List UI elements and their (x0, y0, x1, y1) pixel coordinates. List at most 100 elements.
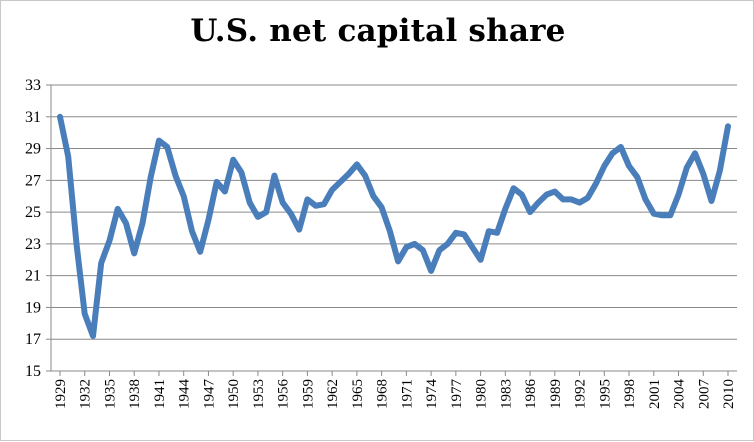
data-point (240, 171, 243, 174)
x-tick-label: 1938 (127, 379, 143, 409)
data-point (504, 207, 507, 210)
data-point (67, 155, 70, 158)
x-tick-label: 1947 (201, 379, 217, 410)
y-tick-label: 21 (25, 268, 41, 285)
y-tick-label: 33 (25, 77, 41, 94)
data-point (182, 195, 185, 198)
y-tick-label: 23 (25, 236, 41, 253)
data-point (158, 139, 161, 142)
data-point (215, 180, 218, 183)
x-tick-label: 1965 (350, 379, 366, 409)
data-point (59, 115, 62, 118)
data-point (174, 174, 177, 177)
data-point (685, 166, 688, 169)
data-point (273, 174, 276, 177)
data-point (727, 125, 730, 128)
x-tick-label: 1959 (300, 379, 316, 409)
series-line (57, 113, 731, 339)
y-tick-label: 31 (25, 109, 41, 126)
x-tick-label: 1971 (399, 379, 415, 409)
y-tick-label: 27 (25, 172, 41, 189)
data-point (364, 174, 367, 177)
data-point (75, 242, 78, 245)
x-tick-label: 1992 (573, 379, 589, 409)
y-tick-label: 17 (25, 331, 41, 348)
x-tick-label: 1977 (449, 379, 465, 410)
data-point (694, 152, 697, 155)
data-point (92, 335, 95, 338)
x-tick-label: 1941 (152, 379, 168, 409)
data-point (438, 249, 441, 252)
y-tick-label: 15 (25, 363, 41, 380)
data-point (191, 230, 194, 233)
x-tick-label: 1932 (78, 379, 94, 409)
data-point (413, 242, 416, 245)
x-tick-label: 1995 (597, 379, 613, 409)
data-point (339, 180, 342, 183)
data-point (388, 230, 391, 233)
data-point (619, 146, 622, 149)
x-tick-label: 2001 (647, 379, 663, 409)
data-point (223, 190, 226, 193)
data-point (562, 198, 565, 201)
data-point (545, 193, 548, 196)
data-point (306, 198, 309, 201)
x-tick-label: 1929 (53, 379, 69, 409)
data-point (463, 233, 466, 236)
data-point (133, 252, 136, 255)
data-point (141, 222, 144, 225)
data-point (570, 198, 573, 201)
x-tick-label: 1950 (226, 379, 242, 409)
data-point (487, 230, 490, 233)
data-point (669, 214, 672, 217)
data-point (454, 231, 457, 234)
data-point (677, 193, 680, 196)
x-tick-label: 1974 (424, 379, 440, 410)
data-point (207, 219, 210, 222)
data-point (314, 204, 317, 207)
data-point (83, 312, 86, 315)
x-tick-label: 1983 (498, 379, 514, 409)
data-point (232, 158, 235, 161)
data-point (611, 152, 614, 155)
y-tick-label: 25 (25, 204, 41, 221)
data-point (578, 201, 581, 204)
x-tick-label: 1944 (177, 379, 193, 410)
data-point (661, 214, 664, 217)
data-point (322, 203, 325, 206)
data-point (405, 246, 408, 249)
data-point (430, 269, 433, 272)
data-point (628, 165, 631, 168)
data-point (718, 169, 721, 172)
data-point (644, 198, 647, 201)
x-tick-label: 1935 (102, 379, 118, 409)
data-point (166, 146, 169, 149)
data-point (702, 173, 705, 176)
data-point (100, 262, 103, 265)
data-point (421, 249, 424, 252)
data-point (595, 182, 598, 185)
data-point (479, 258, 482, 261)
data-point (636, 176, 639, 179)
data-point (281, 201, 284, 204)
data-point (125, 222, 128, 225)
data-point (520, 193, 523, 196)
data-point (446, 242, 449, 245)
x-tick-label: 1962 (325, 379, 341, 409)
x-tick-label: 1998 (622, 379, 638, 409)
x-tick-label: 2010 (721, 379, 737, 409)
data-point (355, 163, 358, 166)
data-point (265, 211, 268, 214)
data-point (289, 212, 292, 215)
data-point (347, 173, 350, 176)
y-tick-label: 29 (25, 141, 41, 158)
data-point (256, 215, 259, 218)
data-point (553, 190, 556, 193)
data-point (149, 176, 152, 179)
x-tick-label: 1980 (474, 379, 490, 409)
x-tick-label: 1989 (548, 379, 564, 409)
data-point (512, 187, 515, 190)
data-point (471, 246, 474, 249)
